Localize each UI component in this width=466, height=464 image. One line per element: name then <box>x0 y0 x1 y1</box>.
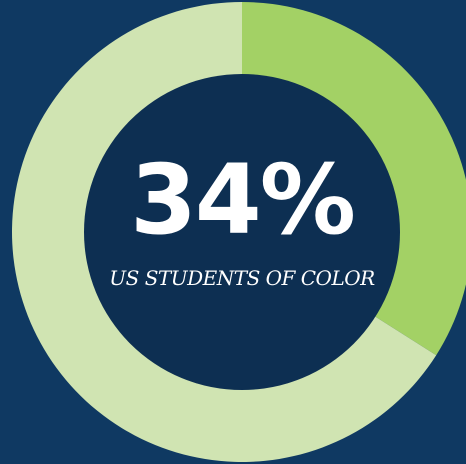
donut-hole <box>84 74 400 390</box>
center-percentage: 34% <box>130 144 356 256</box>
center-label: US STUDENTS OF COLOR <box>109 266 375 290</box>
